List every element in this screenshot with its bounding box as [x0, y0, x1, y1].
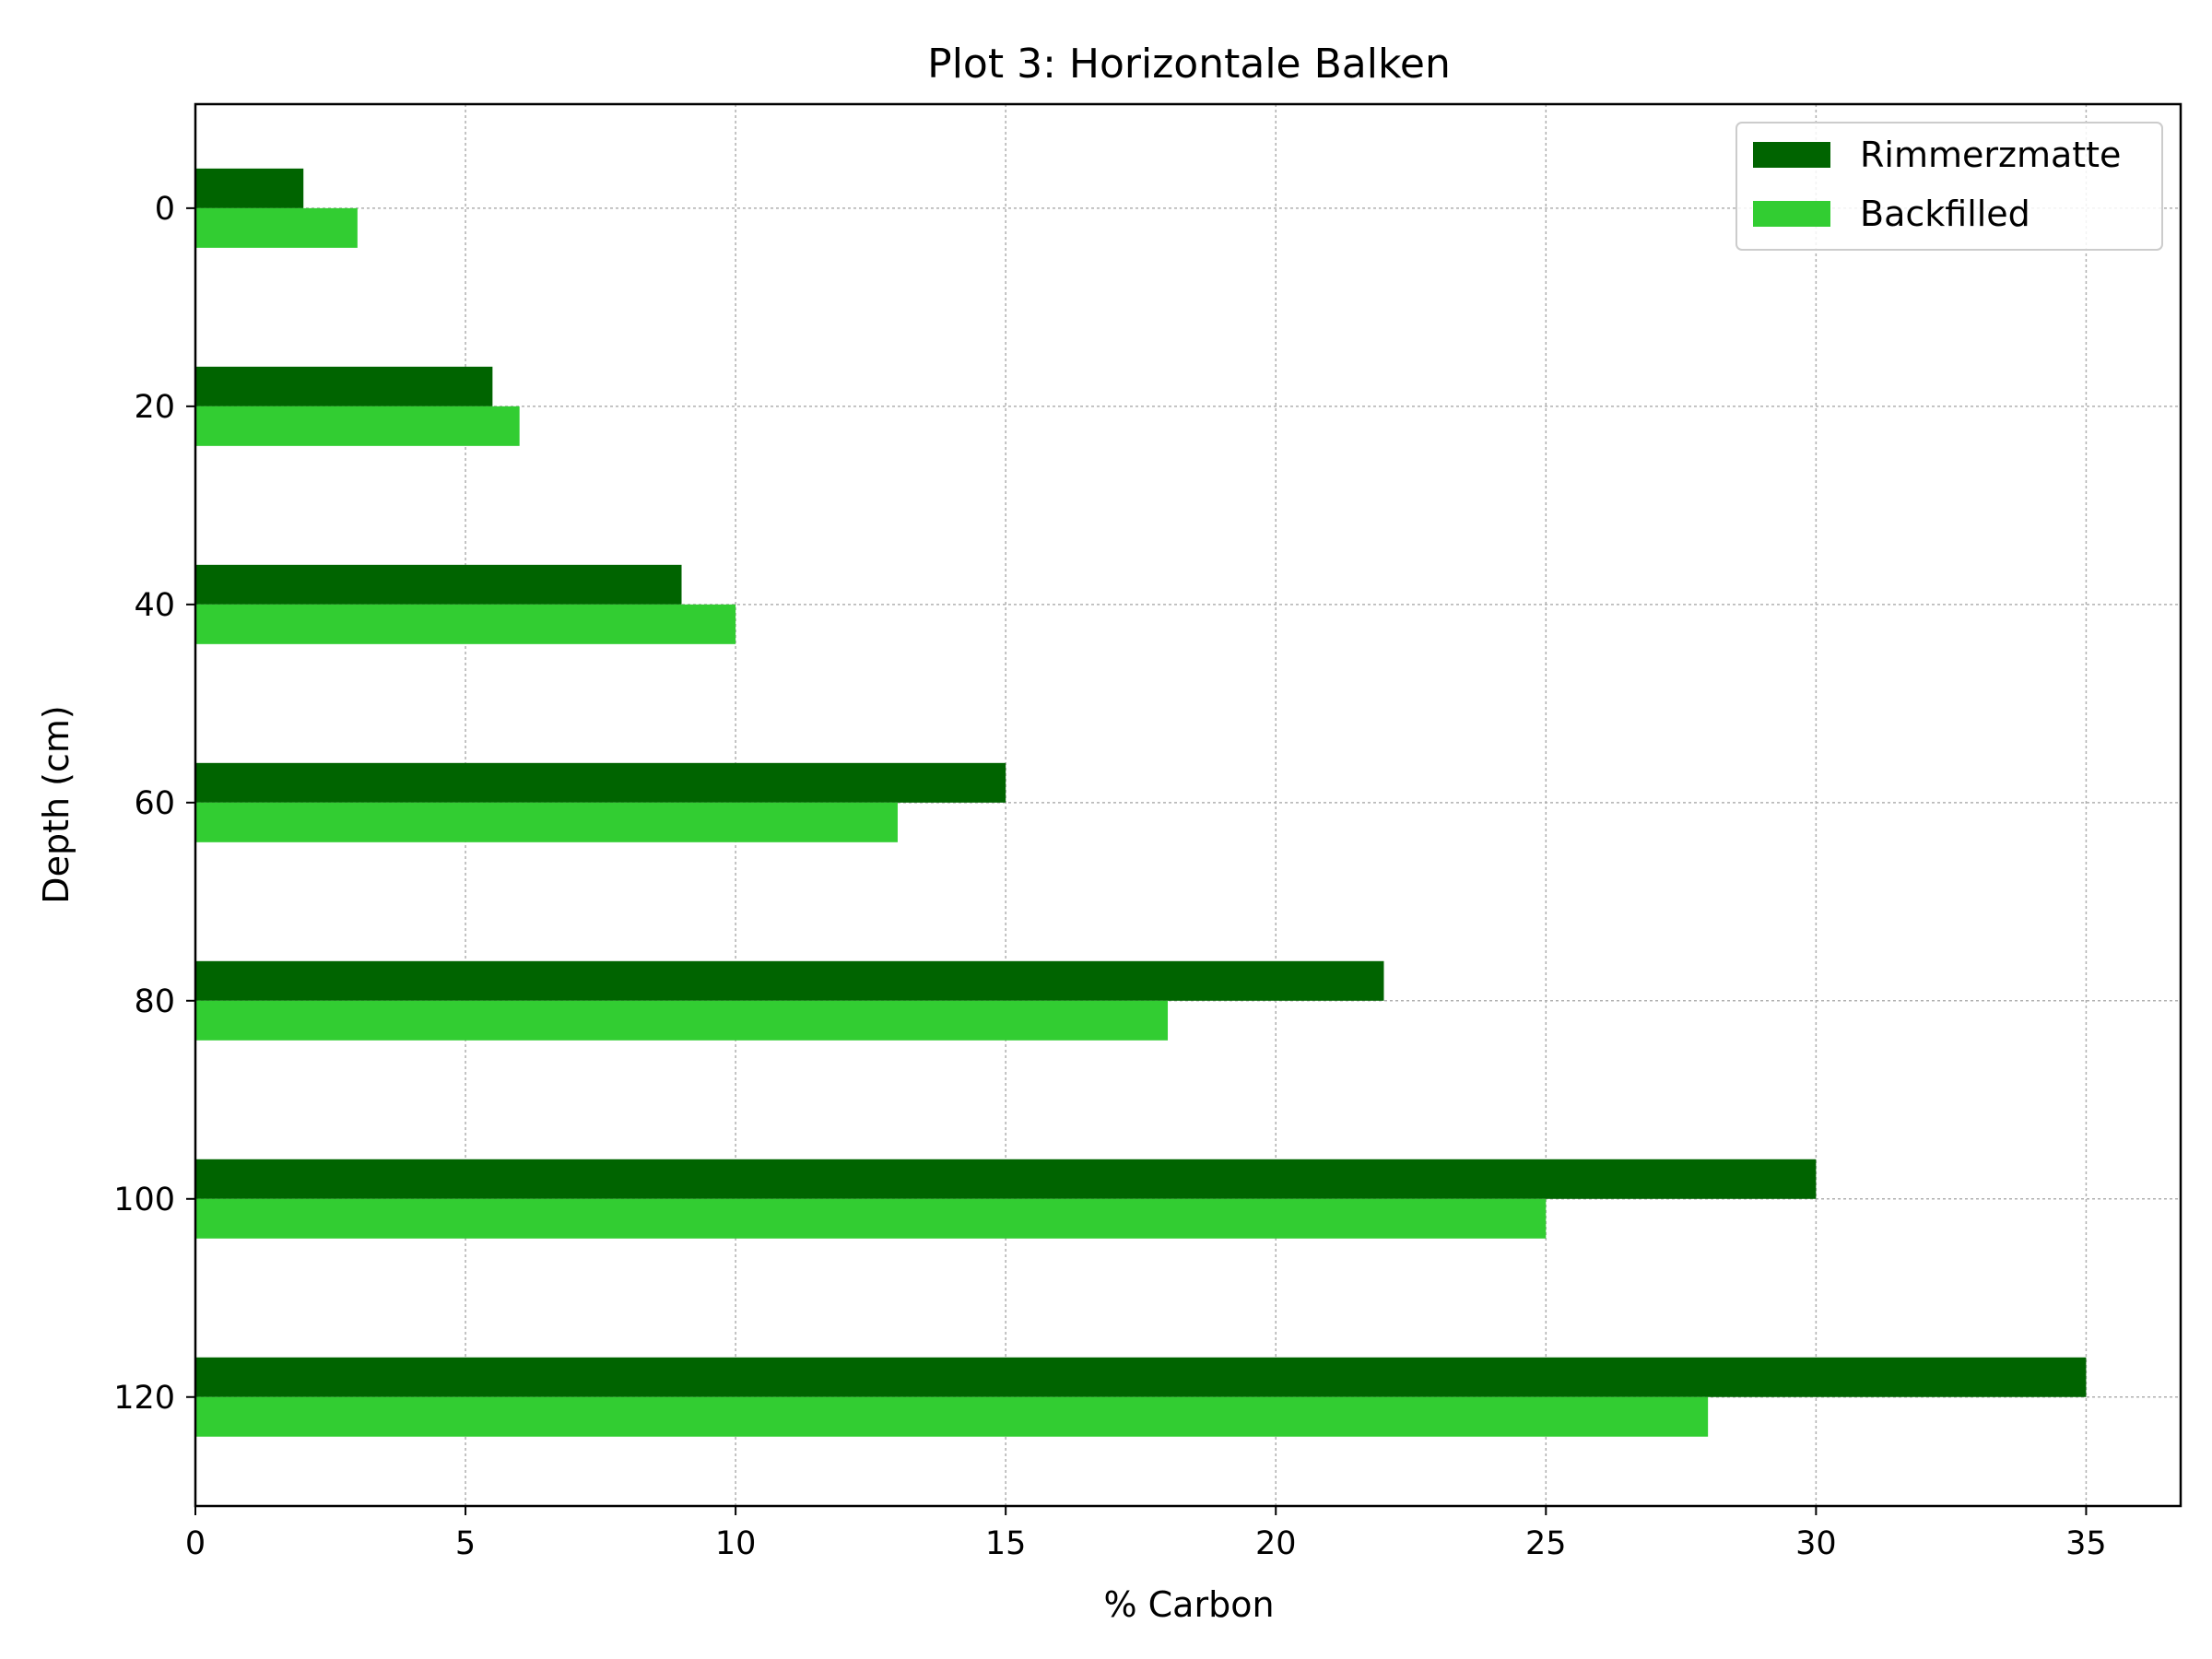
y-tick-label: 40 [134, 587, 175, 624]
x-tick-label: 15 [985, 1525, 1027, 1562]
y-tick-label: 0 [155, 191, 175, 228]
y-axis-label: Depth (cm) [36, 705, 76, 903]
x-tick-label: 20 [1255, 1525, 1297, 1562]
bar-backfilled-100 [195, 1198, 1547, 1239]
y-tick-label: 60 [134, 785, 175, 822]
x-tick-label: 35 [2065, 1525, 2107, 1562]
bar-rimmerzmatte-0 [195, 168, 304, 208]
bar-rimmerzmatte-20 [195, 366, 493, 406]
chart-title: Plot 3: Horizontale Balken [927, 41, 1451, 88]
legend-label-backfilled: Backfilled [1860, 194, 2030, 234]
x-tick-label: 10 [715, 1525, 757, 1562]
x-tick-label: 0 [185, 1525, 206, 1562]
bar-rimmerzmatte-40 [195, 564, 682, 605]
y-tick-label: 20 [134, 389, 175, 426]
y-tick-label: 80 [134, 983, 175, 1020]
legend: Rimmerzmatte Backfilled [1735, 122, 2163, 251]
x-tick-label: 25 [1525, 1525, 1567, 1562]
legend-label-rimmerzmatte: Rimmerzmatte [1860, 135, 2121, 175]
x-axis-ticks: 0 5 10 15 20 25 30 35 [185, 1506, 2107, 1562]
y-axis-ticks: 0 20 40 60 80 100 120 [113, 191, 195, 1417]
legend-swatch-rimmerzmatte [1753, 142, 1830, 168]
bar-backfilled-20 [195, 406, 520, 446]
bar-backfilled-120 [195, 1396, 1709, 1437]
x-tick-label: 30 [1795, 1525, 1837, 1562]
legend-swatch-backfilled [1753, 201, 1830, 227]
bar-backfilled-40 [195, 604, 736, 644]
bars [195, 168, 2087, 1437]
x-tick-label: 5 [455, 1525, 476, 1562]
x-axis-label: % Carbon [1103, 1584, 1274, 1625]
bar-rimmerzmatte-120 [195, 1357, 2087, 1397]
bar-rimmerzmatte-100 [195, 1159, 1817, 1199]
bar-backfilled-80 [195, 1000, 1169, 1041]
bar-rimmerzmatte-80 [195, 960, 1384, 1001]
y-tick-label: 100 [113, 1182, 175, 1218]
bar-backfilled-0 [195, 207, 358, 248]
plot-frame [194, 102, 2183, 1508]
bar-rimmerzmatte-60 [195, 762, 1006, 803]
legend-frame [1735, 122, 2163, 251]
bar-backfilled-60 [195, 802, 898, 842]
y-tick-label: 120 [113, 1380, 175, 1417]
